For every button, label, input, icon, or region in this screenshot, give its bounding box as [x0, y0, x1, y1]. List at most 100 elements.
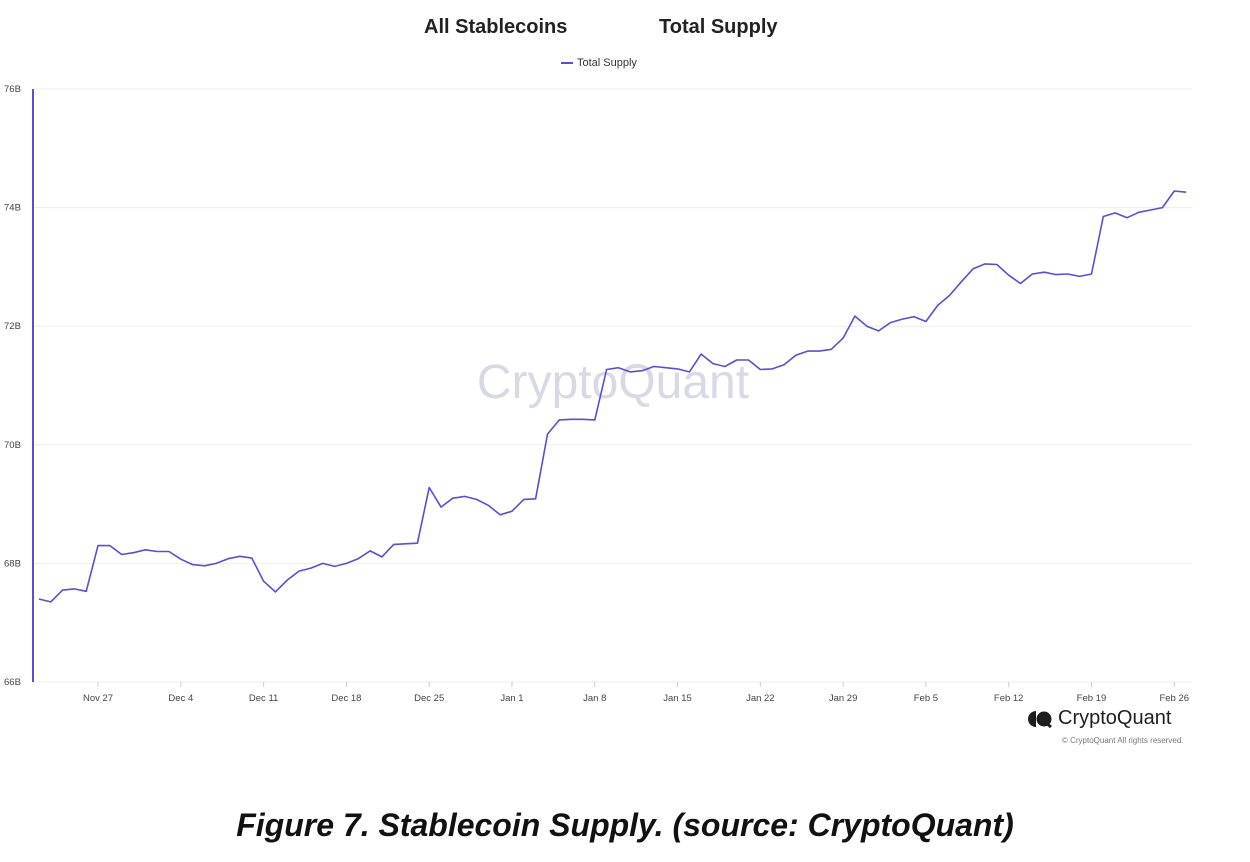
- data-point[interactable]: [1112, 210, 1118, 216]
- data-point[interactable]: [947, 292, 953, 298]
- data-point[interactable]: [627, 369, 633, 375]
- data-point[interactable]: [83, 588, 89, 594]
- data-point[interactable]: [639, 368, 645, 374]
- data-point[interactable]: [663, 365, 669, 371]
- data-point[interactable]: [545, 431, 551, 437]
- data-point[interactable]: [166, 549, 172, 555]
- data-point[interactable]: [651, 364, 657, 370]
- data-point[interactable]: [71, 586, 77, 592]
- data-point[interactable]: [1183, 189, 1189, 195]
- data-point[interactable]: [154, 549, 160, 555]
- data-point[interactable]: [899, 316, 905, 322]
- series-line-total-supply[interactable]: [38, 190, 1187, 603]
- data-point[interactable]: [450, 495, 456, 501]
- data-point[interactable]: [864, 323, 870, 329]
- data-point[interactable]: [1041, 269, 1047, 275]
- data-point[interactable]: [1018, 281, 1024, 287]
- data-point[interactable]: [320, 560, 326, 566]
- data-point[interactable]: [142, 547, 148, 553]
- data-point[interactable]: [781, 362, 787, 368]
- data-point[interactable]: [923, 319, 929, 325]
- data-point[interactable]: [604, 367, 610, 373]
- data-point[interactable]: [935, 302, 941, 308]
- data-point[interactable]: [592, 417, 598, 423]
- data-point[interactable]: [887, 320, 893, 326]
- data-point[interactable]: [202, 563, 208, 569]
- data-point[interactable]: [391, 541, 397, 547]
- data-point[interactable]: [131, 550, 137, 556]
- data-point[interactable]: [1006, 272, 1012, 278]
- data-point[interactable]: [970, 266, 976, 272]
- data-point[interactable]: [497, 512, 503, 518]
- data-point[interactable]: [48, 599, 54, 605]
- data-point[interactable]: [615, 365, 621, 371]
- data-point[interactable]: [793, 352, 799, 358]
- data-point[interactable]: [994, 262, 1000, 268]
- data-point[interactable]: [272, 589, 278, 595]
- data-point[interactable]: [1100, 214, 1106, 220]
- data-point[interactable]: [521, 496, 527, 502]
- data-point[interactable]: [36, 596, 42, 602]
- data-point[interactable]: [379, 554, 385, 560]
- data-point[interactable]: [710, 361, 716, 367]
- data-point[interactable]: [119, 552, 125, 558]
- data-point[interactable]: [438, 504, 444, 510]
- chart-legend[interactable]: Total Supply: [561, 57, 637, 69]
- data-point[interactable]: [1077, 273, 1083, 279]
- data-point[interactable]: [805, 348, 811, 354]
- data-point[interactable]: [769, 366, 775, 372]
- data-point[interactable]: [308, 565, 314, 571]
- data-point[interactable]: [1029, 271, 1035, 277]
- data-point[interactable]: [355, 556, 361, 562]
- data-point[interactable]: [403, 541, 409, 547]
- data-point[interactable]: [107, 543, 113, 549]
- data-point[interactable]: [1089, 271, 1095, 277]
- data-point[interactable]: [509, 508, 515, 514]
- data-point[interactable]: [1053, 272, 1059, 278]
- data-point[interactable]: [698, 351, 704, 357]
- data-point[interactable]: [1065, 271, 1071, 277]
- data-point[interactable]: [462, 493, 468, 499]
- data-point[interactable]: [533, 496, 539, 502]
- data-point[interactable]: [757, 367, 763, 373]
- data-point[interactable]: [213, 560, 219, 566]
- data-point[interactable]: [1136, 209, 1142, 215]
- data-point[interactable]: [852, 313, 858, 319]
- data-point[interactable]: [1159, 205, 1165, 211]
- data-point[interactable]: [556, 417, 562, 423]
- data-point[interactable]: [261, 578, 267, 584]
- data-point[interactable]: [840, 335, 846, 341]
- data-point[interactable]: [332, 563, 338, 569]
- data-point[interactable]: [1124, 215, 1130, 221]
- data-point[interactable]: [1148, 207, 1154, 213]
- data-point[interactable]: [284, 577, 290, 583]
- data-point[interactable]: [722, 364, 728, 370]
- data-point[interactable]: [296, 568, 302, 574]
- data-point[interactable]: [414, 540, 420, 546]
- data-point[interactable]: [367, 548, 373, 554]
- data-point[interactable]: [746, 357, 752, 363]
- data-point[interactable]: [686, 369, 692, 375]
- data-point[interactable]: [675, 366, 681, 372]
- data-point[interactable]: [958, 279, 964, 285]
- data-point[interactable]: [817, 348, 823, 354]
- data-point[interactable]: [237, 553, 243, 559]
- data-point[interactable]: [249, 555, 255, 561]
- data-point[interactable]: [828, 346, 834, 352]
- data-point[interactable]: [911, 314, 917, 320]
- data-point[interactable]: [568, 416, 574, 422]
- data-point[interactable]: [60, 587, 66, 593]
- data-point[interactable]: [426, 485, 432, 491]
- data-point[interactable]: [190, 562, 196, 568]
- data-point[interactable]: [178, 556, 184, 562]
- data-point[interactable]: [580, 416, 586, 422]
- data-point[interactable]: [485, 502, 491, 508]
- data-point[interactable]: [734, 357, 740, 363]
- data-point[interactable]: [474, 496, 480, 502]
- data-point[interactable]: [982, 261, 988, 267]
- data-point[interactable]: [343, 560, 349, 566]
- data-point[interactable]: [876, 328, 882, 334]
- data-point[interactable]: [225, 556, 231, 562]
- data-point[interactable]: [95, 543, 101, 549]
- data-point[interactable]: [1171, 188, 1177, 194]
